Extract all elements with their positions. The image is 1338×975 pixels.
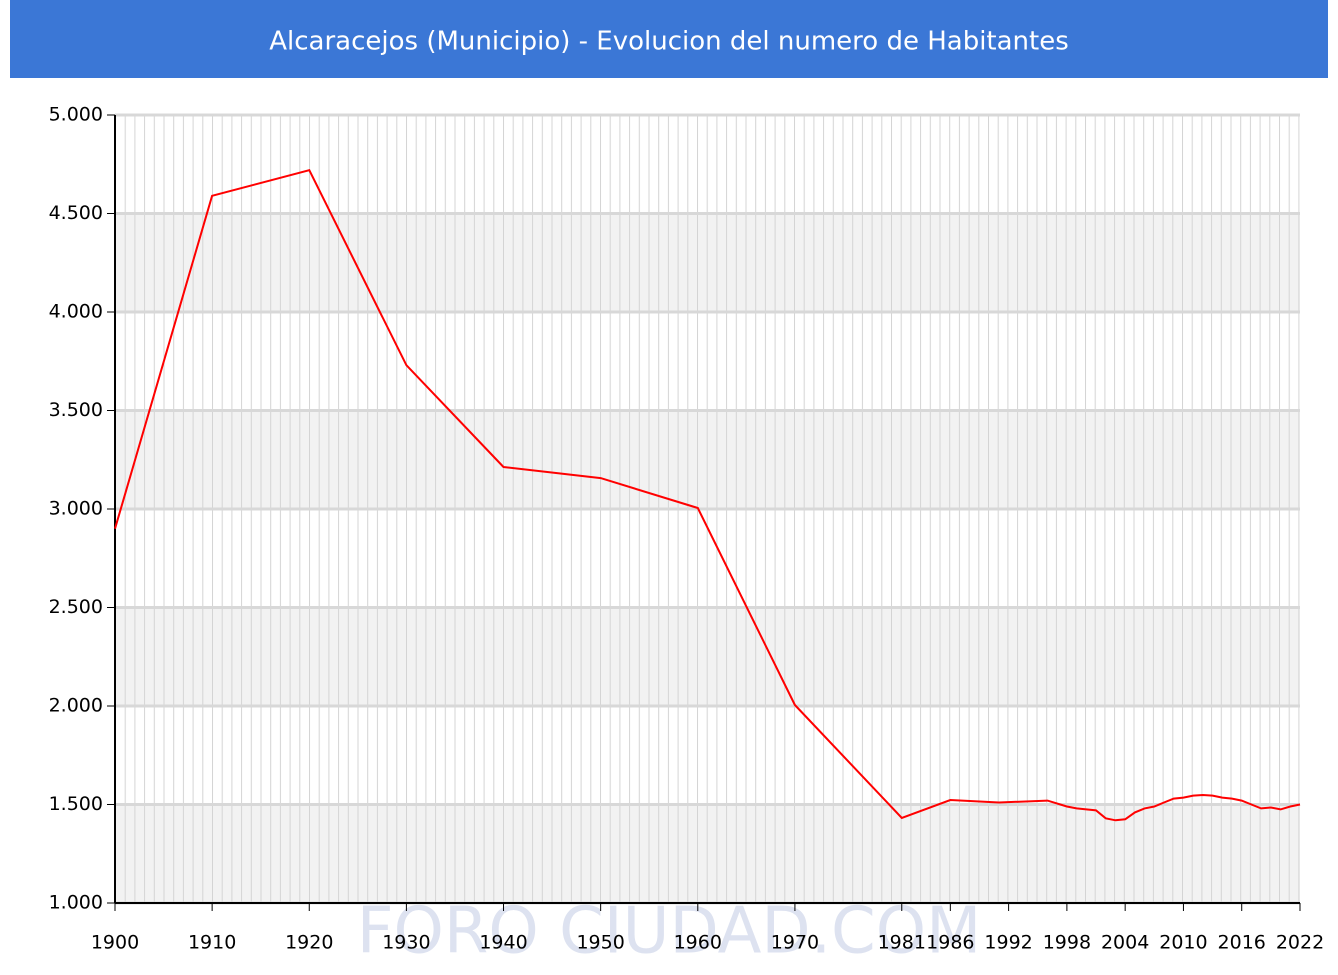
y-tick-label: 5.000 [49,104,103,126]
x-tick-label: 2010 [1159,932,1207,954]
x-tick-label: 1920 [285,932,333,954]
x-tick-label: 1930 [382,932,430,954]
watermark: FORO CIUDAD.COM [357,895,982,969]
y-tick-label: 3.000 [49,498,103,520]
x-tick-label: 2022 [1276,932,1324,954]
y-tick-label: 2.000 [49,695,103,717]
x-tick-label: 1998 [1043,932,1091,954]
y-tick-label: 2.500 [49,596,103,618]
x-tick-label: 1970 [771,932,819,954]
x-tick-label: 1900 [91,932,139,954]
x-tick-label: 1992 [984,932,1032,954]
y-tick-label: 3.500 [49,399,103,421]
x-tick-label: 1910 [188,932,236,954]
y-tick-label: 4.500 [49,202,103,224]
x-tick-label: 1940 [479,932,527,954]
y-tick-label: 1.500 [49,793,103,815]
title-bar [10,0,1328,78]
y-tick-label: 1.000 [49,892,103,914]
chart-title: Alcaracejos (Municipio) - Evolucion del … [269,27,1069,57]
data-line [114,169,1301,822]
y-tick-label: 4.000 [49,301,103,323]
x-tick-label: 2004 [1101,932,1149,954]
x-tick-label: 2016 [1218,932,1266,954]
x-tick-label: 1981 [878,932,926,954]
x-tick-label: 1986 [926,932,974,954]
x-tick-label: 1950 [576,932,624,954]
x-tick-label: 1960 [674,932,722,954]
